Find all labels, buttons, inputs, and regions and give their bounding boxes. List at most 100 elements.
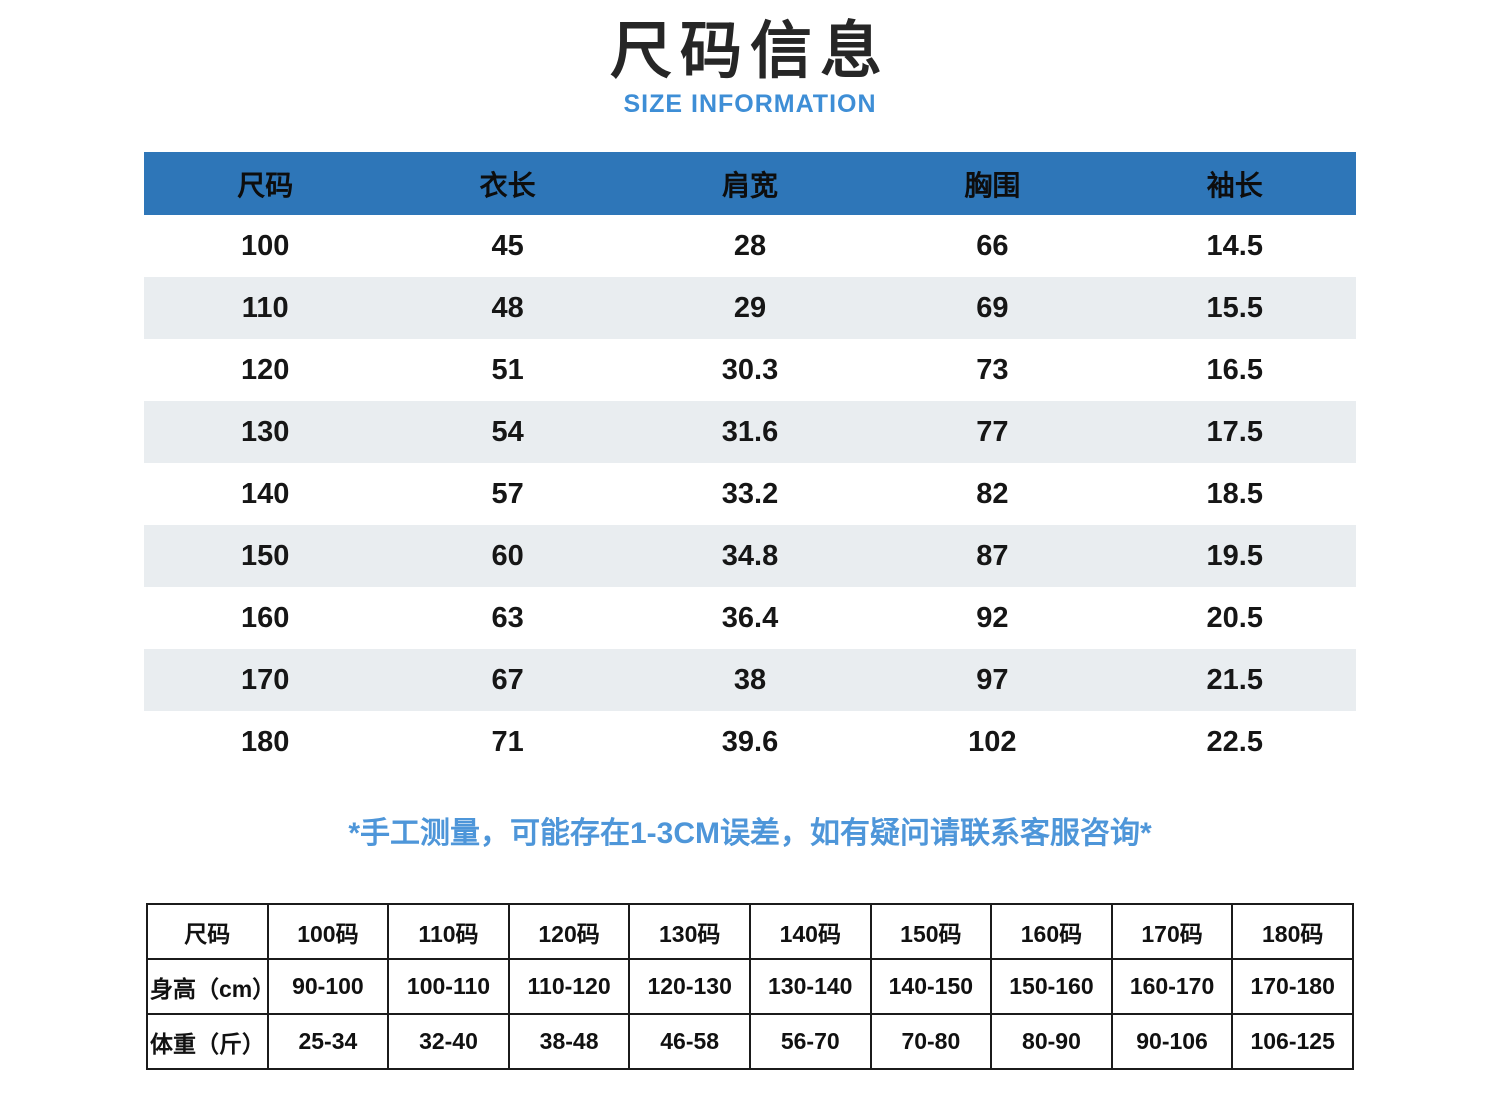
table-cell: 51 (491, 353, 524, 386)
table-cell: 100 (241, 229, 290, 262)
table-cell: 38-48 (507, 1013, 631, 1070)
table-cell: 67 (491, 663, 524, 696)
table-cell: 36.4 (721, 601, 779, 634)
table-cell: 77 (976, 415, 1009, 448)
table-cell: 22.5 (1206, 725, 1263, 758)
table-cell: 140码 (748, 903, 872, 960)
table-row: 170 67 38 97 21.5 (144, 649, 1356, 711)
table-cell: 110 (241, 291, 289, 324)
table-cell: 110-120 (507, 958, 631, 1015)
size-table-header-row: 尺码 衣长 肩宽 胸围 袖长 (144, 152, 1356, 215)
header-cell: 袖长 (1113, 152, 1356, 215)
table-cell: 90-100 (266, 958, 390, 1015)
header-cell: 尺码 (144, 152, 387, 215)
table-cell: 18.5 (1206, 477, 1263, 510)
table-row: 130 54 31.6 77 17.5 (144, 401, 1356, 463)
table-cell: 31.6 (721, 415, 779, 448)
table-cell: 150码 (869, 903, 993, 960)
table-row: 120 51 30.3 73 16.5 (144, 339, 1356, 401)
table-cell: 28 (733, 229, 767, 262)
table-cell: 110码 (387, 903, 510, 960)
table-cell: 34.8 (721, 539, 779, 572)
table-cell: 21.5 (1206, 663, 1263, 696)
table-cell: 71 (491, 725, 524, 758)
table-cell: 130 (241, 415, 290, 448)
table-cell: 140-150 (869, 958, 993, 1015)
header-cell: 肩宽 (628, 152, 872, 215)
table-cell: 130码 (628, 903, 751, 960)
table-cell: 80-90 (990, 1013, 1113, 1070)
table-cell: 17.5 (1206, 415, 1263, 448)
table-cell: 120码 (507, 903, 631, 960)
table-cell: 14.5 (1206, 229, 1263, 262)
table-cell: 54 (491, 415, 524, 448)
table-cell: 102 (968, 725, 1017, 758)
page-title: 尺码信息 (609, 17, 890, 86)
table-cell: 32-40 (387, 1013, 510, 1070)
table-cell: 140 (241, 477, 290, 510)
table-cell: 160码 (990, 903, 1113, 960)
table-cell: 160 (241, 601, 290, 634)
table-cell: 106-125 (1231, 1013, 1354, 1070)
size-table-head: 尺码 衣长 肩宽 胸围 袖长 (144, 152, 1356, 215)
table-cell: 29 (733, 291, 767, 324)
table-row: 身高（cm） 90-100 100-110 110-120 120-130 130-140… (146, 958, 1354, 1015)
table-cell: 170-180 (1231, 958, 1354, 1015)
table-cell: 180码 (1231, 903, 1354, 960)
table-cell: 170码 (1110, 903, 1234, 960)
table-row: 180 71 39.6 102 22.5 (144, 711, 1356, 773)
table-row: 110 48 29 69 15.5 (144, 277, 1356, 339)
size-table: 尺码 衣长 肩宽 胸围 袖长 100 45 28 66 14.5 110 48 29 69 15.5 120… (144, 152, 1356, 773)
table-cell: 60 (491, 539, 524, 572)
table-row: 150 60 34.8 87 19.5 (144, 525, 1356, 587)
table-cell: 150 (241, 539, 290, 572)
header-cell: 胸围 (871, 152, 1114, 215)
table-cell: 33.2 (721, 477, 779, 510)
table-cell: 120 (241, 353, 290, 386)
table-cell: 170 (241, 663, 290, 696)
table-cell: 73 (976, 353, 1009, 386)
table-cell: 120-130 (628, 958, 751, 1015)
table-cell: 97 (976, 663, 1009, 696)
table-cell: 100-110 (387, 958, 510, 1015)
page-subtitle: SIZE INFORMATION (623, 90, 877, 118)
table-cell: 70-80 (869, 1013, 993, 1070)
table-cell: 尺码 (146, 903, 269, 960)
table-cell: 身高（cm） (146, 958, 275, 1015)
table-cell: 57 (491, 477, 524, 510)
table-cell: 25-34 (266, 1013, 390, 1070)
measurement-note: *手工测量，可能存在1-3CM误差，如有疑问请联系客服咨询* (348, 817, 1152, 850)
table-cell: 19.5 (1206, 539, 1263, 572)
table-row: 100 45 28 66 14.5 (144, 215, 1356, 277)
table-cell: 87 (976, 539, 1009, 572)
table-cell: 56-70 (748, 1013, 872, 1070)
table-cell: 46-58 (628, 1013, 751, 1070)
table-cell: 16.5 (1206, 353, 1263, 386)
size-table-body: 100 45 28 66 14.5 110 48 29 69 15.5 120 51 30.3 73 16.… (144, 215, 1356, 773)
table-cell: 69 (976, 291, 1009, 324)
table-cell: 38 (733, 663, 767, 696)
table-cell: 39.6 (721, 725, 779, 758)
table-row: 体重（斤） 25-34 32-40 38-48 46-58 56-70 70-80 80-90… (146, 1013, 1354, 1070)
table-cell: 48 (491, 291, 524, 324)
table-cell: 130-140 (748, 958, 872, 1015)
table-cell: 体重（斤） (146, 1013, 269, 1070)
table-row: 尺码 100码 110码 120码 130码 140码 150码 160码 170码 180码 (146, 903, 1354, 960)
table-cell: 20.5 (1206, 601, 1263, 634)
table-cell: 45 (491, 229, 524, 262)
height-weight-table: 尺码 100码 110码 120码 130码 140码 150码 160码 170码 180码 身高… (146, 903, 1354, 1070)
table-cell: 63 (491, 601, 524, 634)
table-cell: 150-160 (990, 958, 1113, 1015)
table-cell: 90-106 (1110, 1013, 1234, 1070)
table-cell: 82 (976, 477, 1009, 510)
height-weight-table-body: 尺码 100码 110码 120码 130码 140码 150码 160码 170码 180码 身高… (146, 903, 1354, 1070)
table-row: 140 57 33.2 82 18.5 (144, 463, 1356, 525)
header-cell: 衣长 (386, 152, 629, 215)
table-cell: 92 (976, 601, 1009, 634)
table-cell: 15.5 (1206, 291, 1263, 324)
table-cell: 180 (241, 725, 290, 758)
table-cell: 30.3 (721, 353, 779, 386)
table-row: 160 63 36.4 92 20.5 (144, 587, 1356, 649)
table-cell: 66 (976, 229, 1009, 262)
